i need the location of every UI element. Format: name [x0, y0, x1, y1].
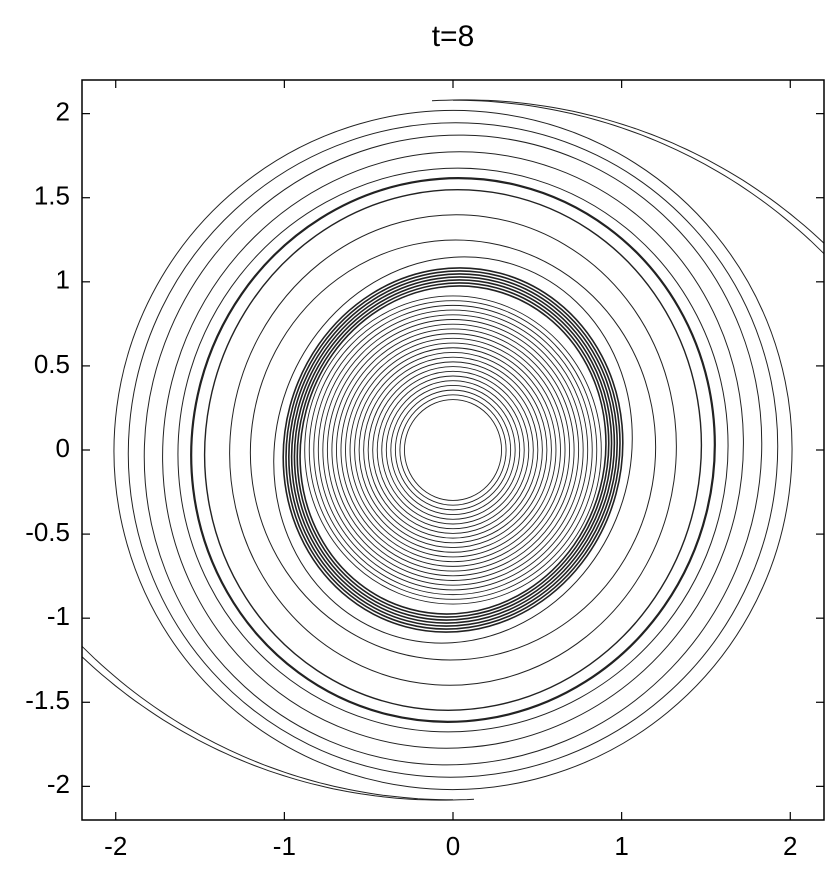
contour-line [394, 389, 512, 511]
contour-line [381, 375, 525, 525]
contour-line [340, 333, 566, 567]
contour-line [322, 314, 584, 586]
contour-line [376, 370, 530, 530]
contour-line [127, 122, 779, 778]
contour-line [177, 167, 729, 733]
y-tick-label: -2 [47, 769, 70, 799]
y-tick-label: 1.5 [34, 181, 70, 211]
contour-line [296, 282, 610, 618]
contour-line [82, 656, 475, 801]
contour-line [282, 267, 624, 633]
contour-line [349, 342, 557, 558]
y-tick-label: -1.5 [25, 685, 70, 715]
contour-line [82, 645, 453, 801]
contour-line [308, 300, 598, 600]
y-tick-label: -1 [47, 601, 70, 631]
y-tick-label: 0 [56, 433, 70, 463]
y-tick-label: 1 [56, 265, 70, 295]
contour-line [385, 380, 521, 520]
chart-title: t=8 [432, 20, 475, 53]
contour-line [354, 347, 552, 553]
contour-line [358, 352, 548, 548]
contour-line [331, 323, 575, 577]
contour-line [453, 99, 824, 255]
contour-line [293, 279, 613, 621]
contour-line [190, 177, 716, 723]
axes-frame [81, 79, 825, 821]
y-tick-label: 2 [56, 97, 70, 127]
contour-line [203, 189, 703, 711]
contour-line [317, 309, 589, 591]
contour-line [345, 337, 561, 563]
contour-line [367, 361, 539, 539]
contour-line [288, 273, 618, 627]
contour-line [273, 256, 633, 644]
contour-line [326, 319, 580, 581]
contour-line [304, 295, 602, 605]
contour-line [290, 276, 616, 624]
contour-line [162, 151, 744, 749]
contour-line [335, 328, 571, 572]
contour-line [399, 394, 507, 506]
contour-line [363, 356, 543, 544]
contour-line [431, 99, 824, 244]
contour-line [313, 304, 593, 596]
x-tick-label: 2 [783, 831, 797, 861]
contour-line [285, 270, 621, 630]
contour-line [390, 384, 516, 516]
contour-line [143, 134, 763, 766]
contour-line [249, 239, 657, 661]
x-tick-label: 0 [446, 831, 460, 861]
contour-line [403, 399, 503, 501]
y-tick-label: 0.5 [34, 349, 70, 379]
contour-line [299, 285, 607, 615]
x-tick-label: -1 [273, 831, 296, 861]
y-tick-label: -0.5 [25, 517, 70, 547]
contour-line [229, 214, 677, 686]
x-tick-label: 1 [614, 831, 628, 861]
contour-line [372, 366, 534, 534]
x-tick-label: -2 [104, 831, 127, 861]
